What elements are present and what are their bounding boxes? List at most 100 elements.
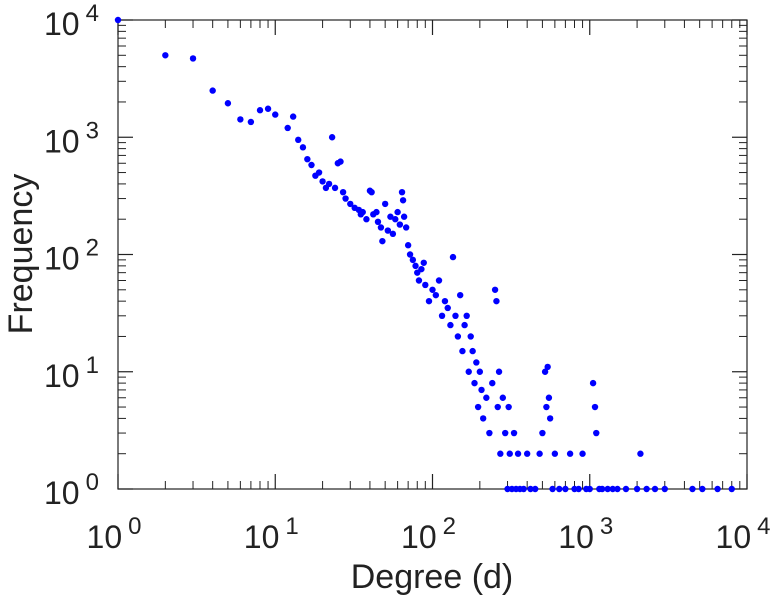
data-point bbox=[497, 450, 504, 457]
y-tick-label: 10 0 bbox=[44, 469, 99, 511]
data-point bbox=[614, 485, 621, 493]
data-point bbox=[256, 107, 264, 114]
data-point bbox=[633, 485, 641, 493]
data-point bbox=[387, 213, 394, 220]
data-point bbox=[469, 347, 476, 355]
data-point bbox=[373, 208, 380, 216]
data-point bbox=[377, 224, 385, 231]
x-tick-labels: 10 0 10 1 10 2 10 3 10 4 bbox=[87, 513, 771, 555]
data-point bbox=[506, 450, 513, 457]
data-point bbox=[406, 251, 414, 258]
data-point bbox=[599, 485, 606, 493]
data-point bbox=[412, 262, 419, 270]
data-point bbox=[381, 200, 389, 208]
data-point bbox=[272, 111, 279, 118]
data-point bbox=[449, 253, 457, 261]
data-point bbox=[438, 312, 446, 320]
data-point bbox=[454, 333, 462, 340]
data-point bbox=[447, 321, 454, 329]
data-point bbox=[452, 312, 459, 320]
y-tick-label: 10 4 bbox=[44, 0, 99, 42]
data-point bbox=[483, 394, 490, 401]
data-point bbox=[400, 213, 408, 220]
data-point bbox=[189, 55, 197, 62]
data-point bbox=[402, 224, 410, 231]
tick-exponent: 0 bbox=[86, 469, 99, 496]
data-point bbox=[409, 256, 417, 264]
data-point bbox=[505, 403, 512, 411]
data-point bbox=[331, 184, 339, 192]
data-point bbox=[473, 359, 480, 366]
data-point bbox=[209, 87, 216, 94]
data-point bbox=[415, 277, 423, 284]
tick-base: 10 bbox=[44, 475, 80, 511]
x-tick-label: 10 3 bbox=[558, 513, 613, 555]
data-point bbox=[304, 155, 311, 163]
data-point bbox=[319, 178, 326, 185]
data-point bbox=[359, 208, 366, 216]
data-point bbox=[429, 286, 436, 293]
data-point bbox=[539, 429, 546, 437]
data-point bbox=[162, 52, 169, 59]
data-point bbox=[284, 124, 291, 132]
y-tick-label: 10 1 bbox=[44, 352, 99, 394]
tick-exponent: 2 bbox=[86, 235, 99, 262]
data-point bbox=[404, 242, 412, 249]
data-point bbox=[499, 394, 507, 401]
data-points bbox=[114, 16, 735, 493]
data-point bbox=[295, 136, 302, 144]
data-point bbox=[549, 485, 556, 493]
data-point bbox=[463, 312, 470, 320]
minor-ticks bbox=[118, 20, 747, 489]
data-point bbox=[643, 485, 650, 493]
x-tick-label: 10 4 bbox=[716, 513, 771, 555]
tick-exponent: 1 bbox=[86, 352, 99, 379]
data-point bbox=[546, 415, 554, 422]
tick-base: 10 bbox=[716, 519, 752, 555]
data-point bbox=[536, 450, 543, 457]
data-point bbox=[604, 485, 611, 493]
data-point bbox=[476, 368, 484, 375]
data-point bbox=[589, 379, 597, 387]
major-ticks bbox=[117, 19, 748, 490]
tick-base: 10 bbox=[244, 519, 280, 555]
data-point bbox=[342, 195, 349, 202]
data-point bbox=[444, 304, 451, 312]
data-point bbox=[527, 485, 534, 493]
data-point bbox=[339, 188, 347, 196]
data-point bbox=[396, 221, 404, 228]
data-point bbox=[114, 16, 122, 24]
data-point bbox=[622, 485, 630, 493]
data-point bbox=[699, 485, 706, 493]
data-point bbox=[392, 216, 399, 223]
data-point bbox=[502, 429, 509, 437]
tick-exponent: 3 bbox=[600, 513, 613, 540]
tick-base: 10 bbox=[401, 519, 437, 555]
y-tick-label: 10 2 bbox=[44, 235, 99, 277]
data-point bbox=[247, 118, 255, 126]
data-point bbox=[541, 368, 549, 375]
data-point bbox=[465, 368, 472, 375]
data-point bbox=[374, 218, 382, 226]
data-point bbox=[575, 485, 582, 493]
data-point bbox=[562, 485, 569, 493]
data-point bbox=[489, 379, 496, 387]
data-point bbox=[384, 227, 392, 234]
data-point bbox=[586, 485, 593, 493]
data-point bbox=[523, 450, 531, 457]
tick-exponent: 3 bbox=[86, 117, 99, 144]
y-tick-label: 10 3 bbox=[44, 117, 99, 159]
tick-base: 10 bbox=[87, 519, 123, 555]
data-point bbox=[461, 321, 468, 329]
data-point bbox=[478, 386, 485, 394]
data-point bbox=[609, 485, 616, 493]
data-point bbox=[379, 237, 386, 245]
data-point bbox=[398, 188, 406, 196]
data-point bbox=[399, 197, 407, 204]
data-point bbox=[325, 180, 333, 188]
data-point bbox=[545, 394, 553, 401]
tick-base: 10 bbox=[44, 358, 80, 394]
data-point bbox=[493, 297, 500, 305]
data-point bbox=[435, 277, 443, 284]
